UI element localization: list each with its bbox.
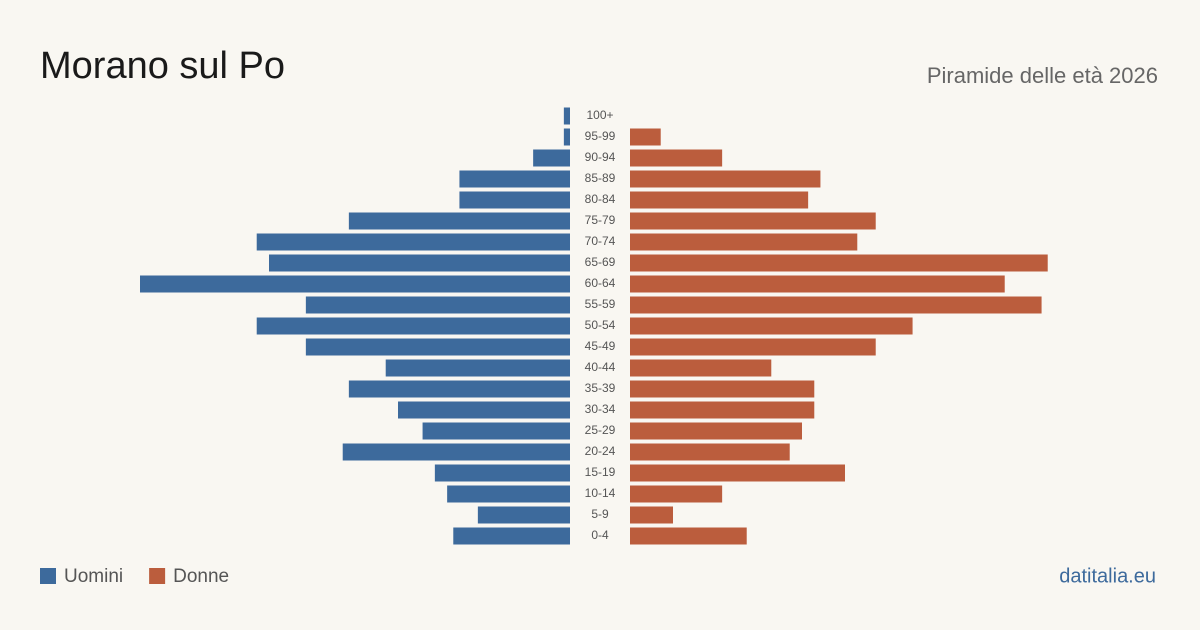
bar	[459, 170, 570, 188]
age-label: 90-94	[585, 150, 616, 164]
legend-swatch	[40, 568, 56, 584]
age-label: 40-44	[585, 360, 616, 374]
legend-swatch	[149, 568, 166, 584]
chart-title: Morano sul Po	[40, 45, 285, 87]
bar	[140, 275, 570, 293]
bar	[630, 317, 913, 335]
source: datitalia.eu	[1059, 565, 1156, 587]
age-label: 95-99	[585, 129, 616, 143]
chart-subtitle: Piramide delle età 2026	[927, 63, 1158, 88]
bar	[630, 170, 821, 188]
bar	[630, 191, 809, 209]
bar	[630, 128, 661, 146]
age-label: 45-49	[585, 339, 616, 353]
bar	[256, 233, 570, 251]
age-label: 15-19	[585, 465, 616, 479]
age-label: 35-39	[585, 381, 616, 395]
bar	[630, 443, 790, 461]
age-label: 100+	[586, 108, 613, 122]
bar	[533, 149, 570, 167]
age-label: 30-34	[585, 402, 616, 416]
bar	[630, 275, 1005, 293]
bar	[422, 422, 570, 440]
bar	[398, 401, 570, 419]
bar	[342, 443, 570, 461]
bar	[256, 317, 570, 335]
age-label: 0-4	[591, 528, 609, 542]
age-label: 75-79	[585, 213, 616, 227]
bar	[630, 401, 815, 419]
bar	[305, 296, 570, 314]
bar	[477, 506, 570, 524]
age-label: 65-69	[585, 255, 616, 269]
bar	[630, 506, 673, 524]
legend-label: Donne	[173, 566, 229, 587]
bar	[269, 254, 570, 272]
bar	[630, 254, 1048, 272]
bar	[434, 464, 570, 482]
bar	[453, 527, 570, 545]
age-label: 55-59	[585, 297, 616, 311]
age-label: 70-74	[585, 234, 616, 248]
age-label: 85-89	[585, 171, 616, 185]
bar	[563, 107, 570, 125]
bar	[459, 191, 570, 209]
age-label: 10-14	[585, 486, 616, 500]
age-label: 60-64	[585, 276, 616, 290]
legend-label: Uomini	[64, 566, 123, 587]
age-label: 20-24	[585, 444, 616, 458]
age-label: 80-84	[585, 192, 616, 206]
age-label: 5-9	[591, 507, 609, 521]
bar	[630, 338, 876, 356]
bar	[630, 485, 723, 503]
bar	[630, 359, 772, 377]
age-label: 25-29	[585, 423, 616, 437]
bar	[630, 422, 802, 440]
bar	[563, 128, 570, 146]
bar	[447, 485, 570, 503]
bar	[385, 359, 570, 377]
bar	[630, 296, 1042, 314]
bar	[630, 149, 723, 167]
bar	[348, 380, 570, 398]
age-label: 50-54	[585, 318, 616, 332]
bar	[630, 380, 815, 398]
bar	[348, 212, 570, 230]
bar	[630, 464, 845, 482]
bar	[630, 233, 858, 251]
bar	[630, 212, 876, 230]
bar	[630, 527, 747, 545]
bar	[305, 338, 570, 356]
